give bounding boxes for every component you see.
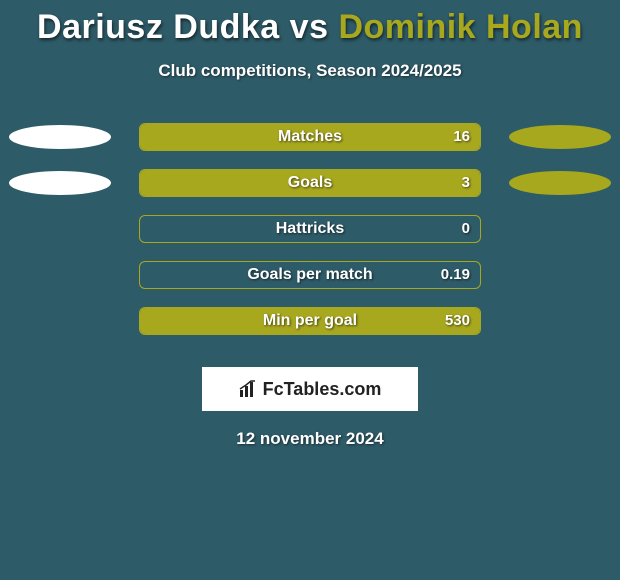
stat-value: 530	[445, 308, 470, 334]
stat-bar: Goals3	[139, 169, 481, 197]
stat-rows: Matches16 Goals3 Hattricks0 Goals per match…	[0, 119, 620, 349]
player1-ellipse	[9, 125, 111, 149]
stat-label: Goals per match	[140, 262, 480, 288]
player2-name: Dominik Holan	[338, 8, 583, 46]
stat-value: 16	[453, 124, 470, 150]
subtitle: Club competitions, Season 2024/2025	[0, 61, 620, 81]
vs-label: vs	[290, 8, 329, 46]
stat-bar: Goals per match0.19	[139, 261, 481, 289]
player2-ellipse	[509, 171, 611, 195]
stat-bar: Hattricks0	[139, 215, 481, 243]
bars-icon	[239, 380, 259, 398]
page-title: Dariusz Dudka vs Dominik Holan	[0, 8, 620, 47]
stat-row: Hattricks0	[0, 211, 620, 257]
brand-label: FcTables.com	[263, 379, 382, 400]
date-text: 12 november 2024	[0, 429, 620, 449]
brand-box[interactable]: FcTables.com	[202, 367, 418, 411]
stat-label: Goals	[140, 170, 480, 196]
stat-label: Hattricks	[140, 216, 480, 242]
stat-row: Goals3	[0, 165, 620, 211]
stat-value: 0.19	[441, 262, 470, 288]
brand-text: FcTables.com	[239, 379, 382, 400]
player1-name: Dariusz Dudka	[37, 8, 280, 46]
player1-ellipse	[9, 171, 111, 195]
stat-label: Matches	[140, 124, 480, 150]
stat-row: Goals per match0.19	[0, 257, 620, 303]
stat-row: Min per goal530	[0, 303, 620, 349]
stat-bar: Min per goal530	[139, 307, 481, 335]
comparison-card: Dariusz Dudka vs Dominik Holan Club comp…	[0, 0, 620, 449]
stat-label: Min per goal	[140, 308, 480, 334]
stat-bar: Matches16	[139, 123, 481, 151]
player2-ellipse	[509, 125, 611, 149]
stat-value: 3	[462, 170, 470, 196]
stat-row: Matches16	[0, 119, 620, 165]
stat-value: 0	[462, 216, 470, 242]
